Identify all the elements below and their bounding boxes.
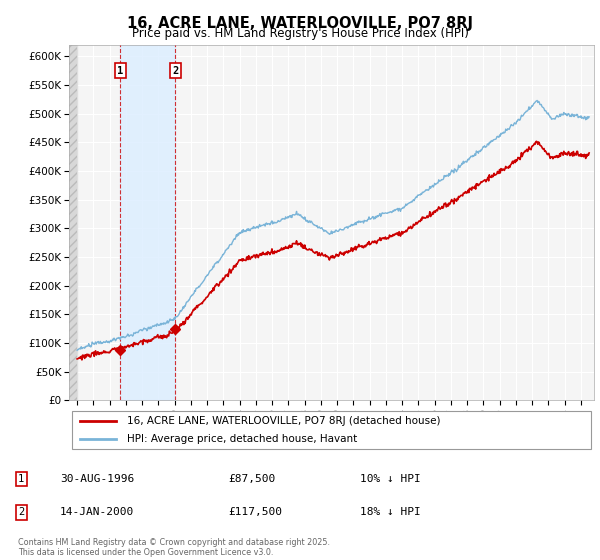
Text: Contains HM Land Registry data © Crown copyright and database right 2025.
This d: Contains HM Land Registry data © Crown c… [18, 538, 330, 557]
Text: 1: 1 [18, 474, 24, 484]
FancyBboxPatch shape [71, 411, 592, 449]
Text: 1: 1 [117, 66, 124, 76]
Text: Price paid vs. HM Land Registry's House Price Index (HPI): Price paid vs. HM Land Registry's House … [131, 27, 469, 40]
Text: 14-JAN-2000: 14-JAN-2000 [60, 507, 134, 517]
Text: 18% ↓ HPI: 18% ↓ HPI [360, 507, 421, 517]
Text: 30-AUG-1996: 30-AUG-1996 [60, 474, 134, 484]
Text: HPI: Average price, detached house, Havant: HPI: Average price, detached house, Hava… [127, 435, 357, 445]
Text: 2: 2 [18, 507, 24, 517]
Text: £87,500: £87,500 [228, 474, 275, 484]
Text: 16, ACRE LANE, WATERLOOVILLE, PO7 8RJ: 16, ACRE LANE, WATERLOOVILLE, PO7 8RJ [127, 16, 473, 31]
Text: 10% ↓ HPI: 10% ↓ HPI [360, 474, 421, 484]
Text: 16, ACRE LANE, WATERLOOVILLE, PO7 8RJ (detached house): 16, ACRE LANE, WATERLOOVILLE, PO7 8RJ (d… [127, 416, 440, 426]
Text: £117,500: £117,500 [228, 507, 282, 517]
Text: 2: 2 [172, 66, 178, 76]
